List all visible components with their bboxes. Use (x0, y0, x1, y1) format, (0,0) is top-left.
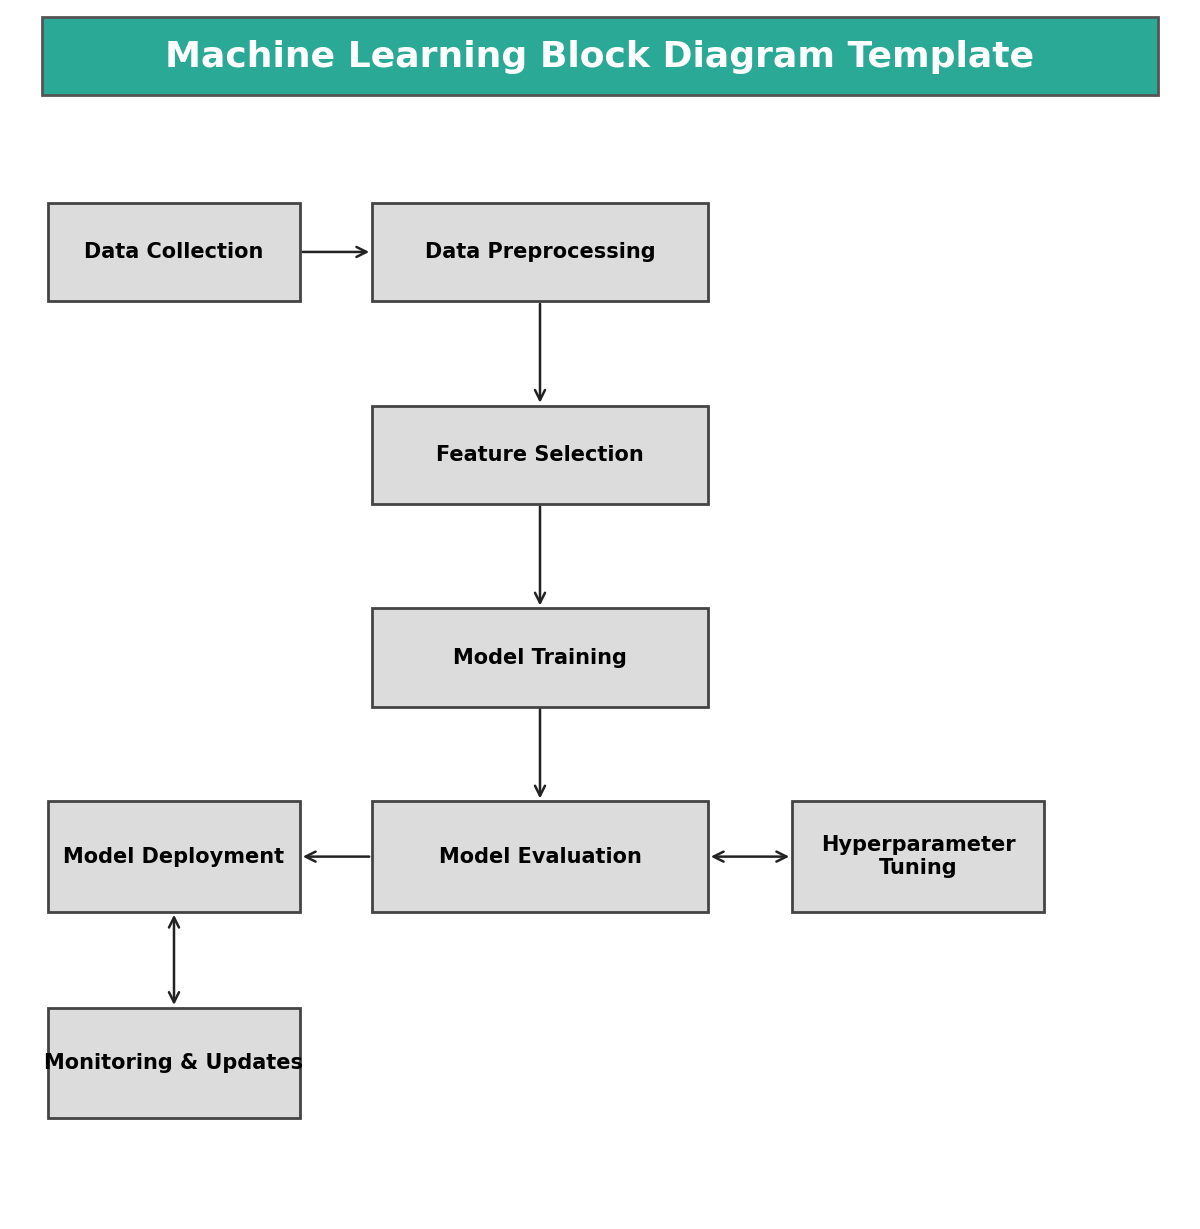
Text: Hyperparameter
Tuning: Hyperparameter Tuning (821, 834, 1015, 879)
Bar (372, 608, 708, 707)
Text: Feature Selection: Feature Selection (436, 445, 644, 465)
Text: Machine Learning Block Diagram Template: Machine Learning Block Diagram Template (166, 39, 1034, 74)
Bar (372, 406, 708, 504)
Bar (792, 801, 1044, 912)
Text: Monitoring & Updates: Monitoring & Updates (44, 1053, 304, 1073)
Bar (372, 203, 708, 301)
Bar (42, 17, 1158, 95)
Text: Data Collection: Data Collection (84, 242, 264, 262)
Text: Data Preprocessing: Data Preprocessing (425, 242, 655, 262)
Text: Model Evaluation: Model Evaluation (438, 847, 642, 866)
Bar (48, 1008, 300, 1118)
Bar (372, 801, 708, 912)
Bar (48, 801, 300, 912)
Text: Model Training: Model Training (454, 648, 626, 667)
Text: Model Deployment: Model Deployment (64, 847, 284, 866)
Bar (48, 203, 300, 301)
